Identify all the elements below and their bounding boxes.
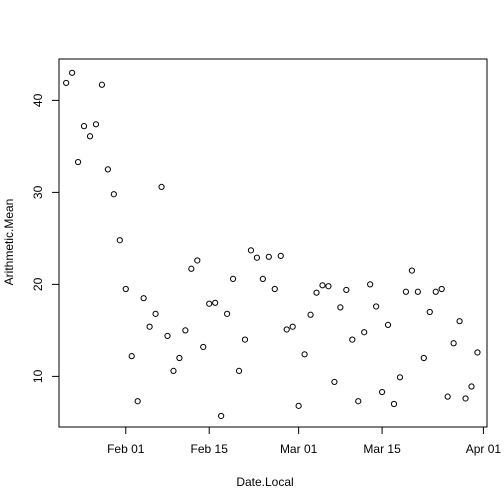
data-point [212,299,219,306]
y-tick-label: 20 [31,277,45,291]
data-point [462,395,469,402]
data-point [468,383,475,390]
data-point [420,354,427,362]
data-point [295,402,302,409]
data-point [378,388,386,396]
data-point [200,343,207,351]
data-point [253,254,261,261]
data-point [325,283,332,290]
plot-box [58,58,488,428]
data-point [349,336,356,343]
data-point [194,257,201,264]
data-point [313,289,320,296]
data-point [396,374,404,381]
data-point [331,378,338,386]
data-point [343,286,350,294]
data-point [176,354,183,362]
data-point [247,247,255,254]
y-tick-label: 10 [31,369,45,383]
x-tick-label: Feb 01 [107,442,145,456]
data-point [438,285,445,293]
data-point [128,353,135,360]
data-point [206,300,213,307]
x-tick-label: Feb 15 [191,442,229,456]
data-point [384,321,392,328]
data-point [134,398,141,405]
data-point [259,275,266,282]
x-tick-label: Mar 01 [280,442,318,456]
data-point [98,81,106,88]
data-point [271,285,278,293]
data-point [265,253,272,260]
data-point [319,282,326,289]
data-point [402,288,410,295]
data-point [140,295,147,302]
data-point [456,318,463,325]
data-point [450,340,457,347]
data-point [182,327,189,334]
data-point [116,237,123,244]
data-point [188,265,195,272]
data-point [361,329,368,336]
data-point [92,121,100,128]
data-point [444,393,451,400]
data-point [390,400,398,408]
data-point [289,323,296,330]
data-point [277,252,284,259]
data-point [355,398,362,405]
data-point [337,304,344,311]
data-points [63,69,481,420]
data-point [414,288,421,295]
x-axis-label: Date.Local [236,475,293,489]
data-point [63,79,70,87]
data-point [110,191,117,198]
data-point [224,310,231,317]
y-tick-label: 30 [31,185,45,199]
data-point [283,326,290,333]
data-point [74,158,82,166]
data-point [474,349,481,356]
data-point [373,303,380,310]
data-point [158,183,165,190]
y-axis: 10 20 30 40 [31,93,60,383]
y-axis-label: Arithmetic.Mean [2,199,16,286]
data-point [104,166,111,173]
data-point [152,310,159,317]
data-point [426,308,433,316]
data-point [146,323,153,330]
data-point [235,367,243,374]
data-point [80,123,88,130]
data-point [86,133,94,140]
data-point [367,281,374,288]
data-point [218,412,225,420]
data-point [69,69,76,76]
data-point [408,267,415,274]
y-tick-label: 40 [31,93,45,107]
data-point [164,332,171,340]
data-point [122,285,129,293]
data-point [307,311,314,318]
data-point [301,351,308,358]
data-point [170,367,177,374]
x-tick-label: Mar 15 [363,442,401,456]
x-axis: Feb 01 Feb 15 Mar 01 Mar 15 Apr 01 [107,426,502,456]
data-point [229,275,237,282]
data-point [432,288,439,295]
data-point [241,336,249,343]
x-tick-label: Apr 01 [466,442,502,456]
